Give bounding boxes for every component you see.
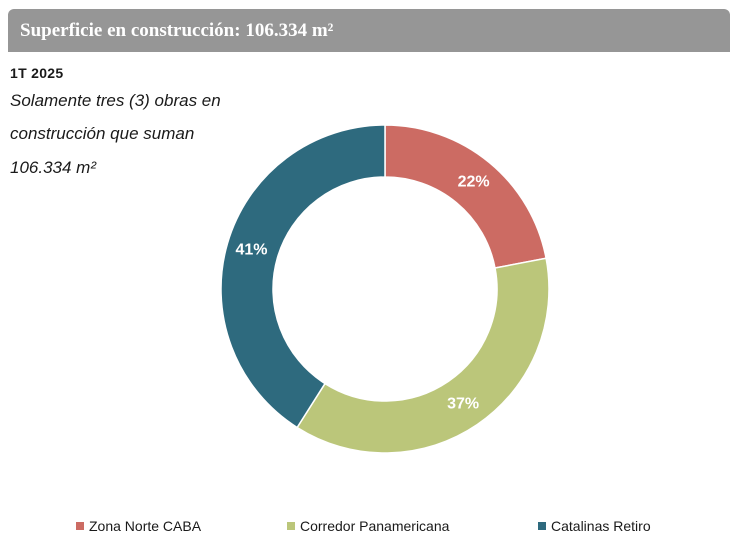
legend-swatch-zona-norte (76, 522, 84, 530)
donut-slice-zona-norte (384, 124, 547, 269)
note-line-3: 106.334 m² (10, 158, 96, 177)
legend-label-catalinas: Catalinas Retiro (551, 518, 651, 534)
note-line-2: construcción que suman (10, 124, 195, 143)
legend-swatch-corredor (287, 522, 295, 530)
legend-label-zona-norte: Zona Norte CABA (89, 518, 202, 534)
legend: Zona Norte CABA Corredor Panamericana Ca… (0, 518, 730, 538)
page-title: Superficie en construcción: 106.334 m² (20, 20, 334, 41)
data-labels-group: 22% 37% 41% (236, 173, 490, 412)
legend-item-corredor: Corredor Panamericana (287, 518, 449, 534)
donut-slice-catalinas (220, 124, 386, 429)
data-label-catalinas: 41% (236, 242, 268, 259)
period-label: 1T 2025 (10, 65, 64, 81)
data-label-zona-norte: 22% (458, 173, 490, 190)
legend-item-catalinas: Catalinas Retiro (538, 518, 651, 534)
donut-slice-corredor (296, 257, 550, 454)
legend-label-corredor: Corredor Panamericana (300, 518, 450, 534)
header-bar: Superficie en construcción: 106.334 m² (8, 9, 730, 52)
legend-swatch-catalinas (538, 522, 546, 530)
slices-group (220, 124, 550, 454)
note-line-1: Solamente tres (3) obras en (10, 91, 221, 110)
data-label-corredor: 37% (447, 395, 479, 412)
legend-item-zona-norte: Zona Norte CABA (76, 518, 201, 534)
